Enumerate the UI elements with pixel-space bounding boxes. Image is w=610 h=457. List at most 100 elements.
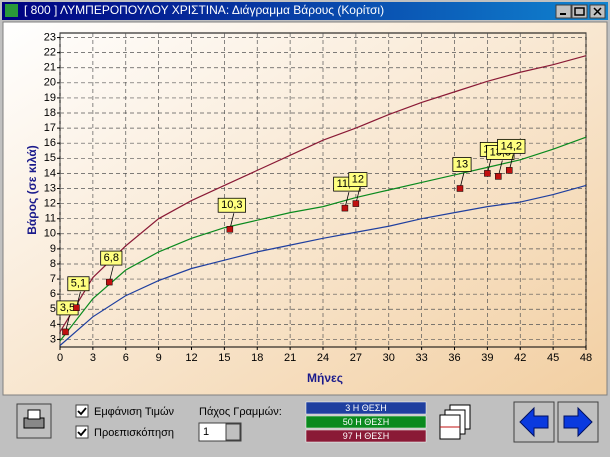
left-arrow <box>519 406 549 438</box>
close-glyph <box>593 7 602 16</box>
x-tick-label: 27 <box>350 352 362 364</box>
value-label-box <box>67 276 90 292</box>
value-label: 5,1 <box>71 278 86 290</box>
x-tick-label: 48 <box>580 352 592 364</box>
y-tick-label: 4 <box>50 318 56 330</box>
print-button[interactable] <box>16 403 52 439</box>
x-tick-label: 0 <box>57 352 63 364</box>
value-label-box <box>497 138 526 154</box>
y-axis-label: Βάρος (σε κιλά) <box>25 145 39 235</box>
y-tick-label: 5 <box>50 303 56 315</box>
window-title: [ 800 ] ΛΥΜΠΕΡΟΠΟΥΛΟΥ ΧΡΙΣΤΙΝΑ: Διάγραμμ… <box>24 3 384 17</box>
measurement-point <box>73 304 80 311</box>
y-tick-label: 23 <box>44 31 56 43</box>
window-buttons[interactable] <box>555 4 606 19</box>
y-tick-label: 16 <box>44 137 56 149</box>
legend-swatch <box>305 401 427 415</box>
pages-button[interactable] <box>438 402 474 442</box>
checkmark <box>77 407 87 416</box>
measurement-point <box>456 185 464 192</box>
title-bar <box>2 2 608 20</box>
x-tick-label: 36 <box>448 352 460 364</box>
next-button[interactable] <box>557 401 599 443</box>
y-tick-label: 7 <box>50 273 56 285</box>
app-icon <box>5 4 18 17</box>
measurement-point <box>226 226 234 233</box>
y-tick-label: 20 <box>44 77 56 89</box>
y-tick-label: 21 <box>44 62 56 74</box>
show-values-checkbox[interactable] <box>75 404 89 418</box>
x-tick-label: 3 <box>90 352 96 364</box>
x-axis-label: Μήνες <box>307 371 343 385</box>
x-tick-label: 45 <box>547 352 559 364</box>
y-tick-label: 11 <box>45 213 56 225</box>
measurement-point <box>341 204 349 212</box>
x-tick-label: 42 <box>514 352 526 364</box>
y-tick-label: 6 <box>50 288 56 300</box>
legend-label: 50 Η ΘΕΣΗ <box>343 417 390 427</box>
value-label-box <box>217 197 246 213</box>
value-label: 6,8 <box>104 252 119 264</box>
measurement-point <box>352 200 360 207</box>
percentile-curve <box>59 136 587 342</box>
y-tick-label: 12 <box>44 197 56 209</box>
legend-swatch <box>305 429 427 443</box>
value-label: 12 <box>352 173 364 185</box>
x-tick-label: 18 <box>251 352 263 364</box>
value-label: 13 <box>456 158 468 170</box>
y-tick-label: 3 <box>50 333 56 345</box>
x-tick-label: 39 <box>481 352 493 364</box>
legend: 3 Η ΘΕΣΗ 50 Η ΘΕΣΗ 97 Η ΘΕΣΗ <box>305 401 427 443</box>
value-label: 3,5 <box>60 302 75 314</box>
measurement-point <box>106 278 113 286</box>
show-values-label: Εμφάνιση Τιμών <box>94 406 175 418</box>
x-tick-label: 33 <box>416 352 428 364</box>
legend-swatch <box>305 415 427 429</box>
y-tick-label: 15 <box>44 152 56 164</box>
x-tick-label: 21 <box>284 352 296 364</box>
value-label-box <box>348 172 368 187</box>
checkmark <box>77 428 87 437</box>
x-tick-label: 15 <box>218 352 230 364</box>
maximize-glyph <box>574 7 585 16</box>
y-tick-label: 8 <box>50 258 56 270</box>
minimize-button[interactable] <box>555 4 572 19</box>
percentile-curve <box>59 55 587 333</box>
y-tick-label: 10 <box>44 228 56 240</box>
y-tick-label: 14 <box>44 167 56 179</box>
value-label-box <box>100 250 123 266</box>
y-tick-label: 9 <box>50 243 56 255</box>
chart-background <box>2 21 608 396</box>
line-width-spinner[interactable] <box>225 423 241 441</box>
preview-label: Προεπισκόπηση <box>94 427 174 439</box>
x-tick-label: 12 <box>185 352 197 364</box>
legend-label: 97 Η ΘΕΣΗ <box>343 431 390 441</box>
measurement-point <box>484 170 491 177</box>
y-tick-label: 13 <box>44 182 56 194</box>
y-tick-label: 19 <box>44 92 56 104</box>
measurement-point <box>62 328 69 336</box>
x-tick-label: 6 <box>123 352 129 364</box>
x-tick-label: 30 <box>383 352 395 364</box>
preview-checkbox[interactable] <box>75 425 89 439</box>
x-tick-label: 24 <box>317 352 329 364</box>
measurement-point <box>506 167 513 174</box>
bottom-panel <box>2 397 608 450</box>
value-label: 14,2 <box>501 140 522 152</box>
percentile-curve <box>59 184 587 346</box>
printer-paper <box>27 409 41 420</box>
measurement-point <box>495 173 502 180</box>
right-arrow <box>563 406 593 438</box>
line-width-label: Πάχος Γραμμών: <box>199 406 282 418</box>
x-tick-label: 9 <box>156 352 162 364</box>
y-tick-label: 18 <box>44 107 56 119</box>
y-tick-label: 22 <box>44 47 56 59</box>
previous-button[interactable] <box>513 401 555 443</box>
y-tick-label: 17 <box>44 122 56 134</box>
value-label: 10,3 <box>221 199 242 211</box>
line-width-value: 1 <box>203 426 209 438</box>
value-label-box <box>452 157 472 172</box>
legend-label: 3 Η ΘΕΣΗ <box>345 403 387 413</box>
